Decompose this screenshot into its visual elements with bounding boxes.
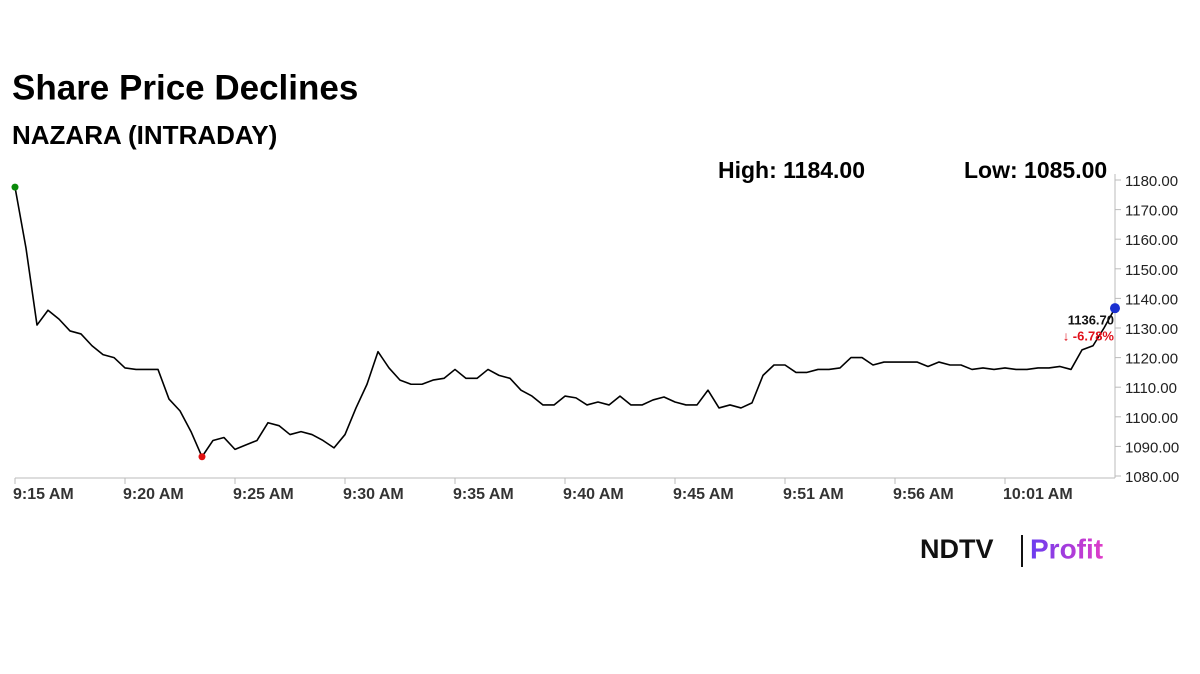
x-tick-label: 9:51 AM [783,486,844,503]
y-tick-label: 1110.00 [1125,380,1177,397]
x-tick-label: 9:20 AM [123,486,184,503]
chart-title: Share Price Declines [12,68,358,107]
chart-subtitle: NAZARA (INTRADAY) [12,120,277,150]
x-tick-label: 9:56 AM [893,486,954,503]
y-tick-label: 1100.00 [1125,410,1178,427]
y-tick-label: 1120.00 [1125,351,1178,368]
y-tick-label: 1150.00 [1125,262,1178,279]
high-annotation: High: 1184.00 [718,157,865,183]
x-tick-label: 9:40 AM [563,486,624,503]
x-tick-label: 9:25 AM [233,486,294,503]
y-tick-label: 1080.00 [1125,469,1179,486]
end-label: 1136.70 [1068,313,1114,328]
logo: NDTV Profit [920,533,1103,567]
x-tick-label: 9:35 AM [453,486,514,503]
x-tick-label: 9:45 AM [673,486,734,503]
change-label: ↓ -6.78% [1063,329,1115,344]
y-tick-label: 1130.00 [1125,321,1178,338]
y-tick-label: 1160.00 [1125,232,1178,249]
low-point [198,453,206,461]
end-point [1110,303,1120,314]
x-tick-label: 10:01 AM [1003,486,1073,503]
y-tick-label: 1170.00 [1125,203,1178,220]
logo-right: Profit [1030,533,1103,564]
low-annotation: Low: 1085.00 [964,157,1107,183]
logo-left: NDTV [920,534,994,564]
y-tick-label: 1180.00 [1125,173,1178,190]
price-line [14,186,1116,458]
start-point [11,183,19,191]
x-tick-label: 9:15 AM [13,486,74,503]
y-tick-label: 1140.00 [1125,291,1178,308]
y-tick-label: 1090.00 [1125,439,1179,456]
x-tick-label: 9:30 AM [343,486,404,503]
